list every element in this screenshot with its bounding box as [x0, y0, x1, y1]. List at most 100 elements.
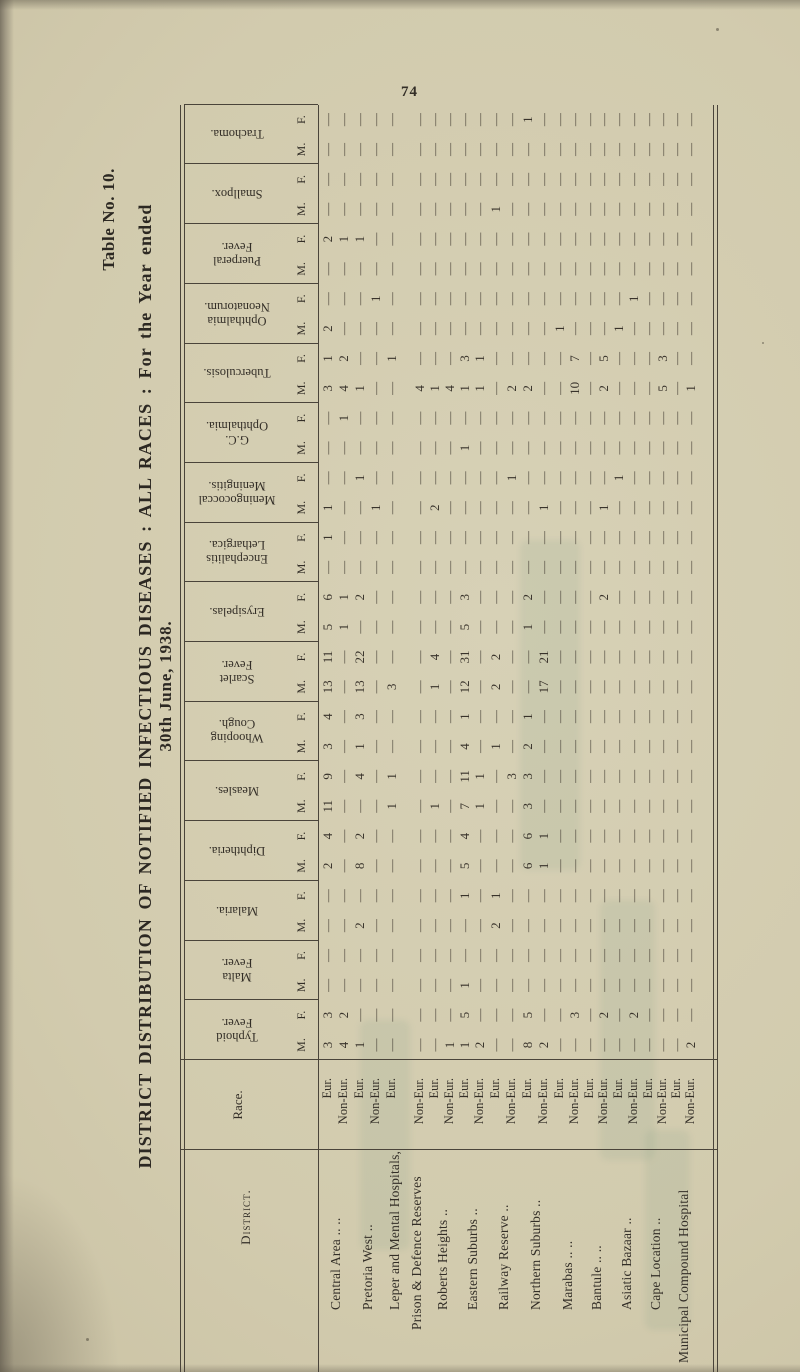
empty-cell: —	[368, 919, 383, 933]
empty-cell: —	[352, 799, 367, 813]
empty-cell: —	[442, 441, 457, 455]
empty-cell: —	[683, 769, 698, 783]
case-count-cell: 1	[488, 892, 503, 900]
empty-cell: —	[352, 1008, 367, 1022]
case-count-cell: 11	[457, 770, 472, 783]
sex-header-female: F.	[294, 592, 308, 602]
empty-cell: —	[567, 322, 582, 336]
case-count-cell: 3	[520, 773, 535, 780]
empty-cell: —	[472, 829, 487, 843]
sex-header-male: M.	[294, 859, 308, 873]
ink-bleedthrough	[645, 1130, 690, 1330]
empty-cell: —	[427, 769, 442, 783]
empty-cell: —	[683, 740, 698, 753]
race-label: Non-Eur.	[368, 1078, 382, 1125]
empty-cell: —	[504, 441, 519, 455]
empty-cell: —	[611, 799, 626, 813]
sex-header-female: F.	[294, 652, 308, 662]
empty-cell: —	[412, 978, 427, 992]
empty-cell: —	[552, 1038, 567, 1052]
empty-cell: —	[683, 560, 698, 574]
disease-header-trachoma: Trachoma.	[210, 127, 264, 142]
empty-cell: —	[368, 889, 383, 903]
case-count-cell: 3	[504, 773, 519, 780]
empty-cell: —	[611, 1038, 626, 1052]
empty-cell: —	[626, 143, 641, 156]
sex-header-female: F.	[294, 712, 308, 722]
case-count-cell: 1	[457, 385, 472, 392]
empty-cell: —	[552, 232, 567, 246]
case-count-cell: 1	[352, 235, 367, 243]
disease-group-divider	[184, 521, 318, 523]
empty-cell: —	[683, 650, 698, 664]
table-top-border	[180, 105, 181, 1372]
empty-cell: —	[536, 381, 551, 395]
empty-cell: —	[320, 262, 335, 276]
case-count-cell: 3	[457, 594, 472, 601]
case-count-cell: 2	[472, 1041, 487, 1049]
sex-header-female: F.	[294, 175, 308, 184]
empty-cell: —	[536, 262, 551, 276]
empty-cell: —	[520, 262, 535, 276]
empty-cell: —	[427, 172, 442, 186]
case-count-cell: 1	[336, 414, 351, 422]
empty-cell: —	[384, 620, 399, 634]
empty-cell: —	[611, 919, 626, 933]
empty-cell: —	[683, 859, 698, 873]
case-count-cell: 2	[596, 594, 611, 601]
district-name: Asiatic Bazaar ..	[618, 1217, 634, 1310]
empty-cell: —	[320, 948, 335, 962]
case-count-cell: 5	[596, 355, 611, 362]
empty-cell: —	[488, 113, 503, 127]
empty-cell: —	[384, 172, 399, 186]
empty-cell: —	[412, 441, 427, 455]
empty-cell: —	[567, 859, 582, 873]
empty-cell: —	[427, 889, 442, 903]
empty-cell: —	[412, 292, 427, 306]
empty-cell: —	[596, 441, 611, 455]
empty-cell: —	[368, 859, 383, 873]
sex-header-female: F.	[294, 294, 308, 304]
empty-cell: —	[683, 531, 698, 545]
empty-cell: —	[683, 680, 698, 694]
empty-cell: —	[457, 501, 472, 515]
case-count-cell: 1	[472, 802, 487, 810]
disease-group-divider	[184, 282, 318, 284]
empty-cell: —	[412, 889, 427, 903]
empty-cell: —	[412, 650, 427, 664]
empty-cell: —	[504, 501, 519, 515]
empty-cell: —	[427, 351, 442, 365]
empty-cell: —	[320, 411, 335, 425]
empty-cell: —	[536, 531, 551, 545]
case-count-cell: 8	[352, 862, 367, 870]
case-count-cell: 4	[457, 743, 472, 750]
empty-cell: —	[504, 143, 519, 156]
empty-cell: —	[457, 113, 472, 127]
empty-cell: —	[472, 889, 487, 903]
empty-cell: —	[368, 710, 383, 724]
empty-cell: —	[472, 560, 487, 574]
empty-cell: —	[683, 232, 698, 246]
empty-cell: —	[336, 262, 351, 276]
empty-cell: —	[472, 232, 487, 246]
empty-cell: —	[488, 560, 503, 574]
empty-cell: —	[412, 829, 427, 843]
case-count-cell: 2	[352, 832, 367, 840]
empty-cell: —	[626, 650, 641, 664]
empty-cell: —	[457, 948, 472, 962]
empty-cell: —	[412, 351, 427, 365]
empty-cell: —	[352, 143, 367, 156]
empty-cell: —	[472, 172, 487, 186]
race-label: Non-Eur.	[536, 1078, 550, 1125]
empty-cell: —	[567, 650, 582, 664]
empty-cell: —	[457, 471, 472, 485]
empty-cell: —	[336, 471, 351, 485]
table-bottom-border	[717, 105, 718, 1372]
empty-cell: —	[442, 560, 457, 574]
empty-cell: —	[552, 531, 567, 545]
empty-cell: —	[536, 799, 551, 813]
case-count-cell: 2	[488, 683, 503, 691]
disease-group-divider	[184, 402, 318, 404]
empty-cell: —	[384, 560, 399, 574]
case-count-cell: 6	[520, 832, 535, 840]
